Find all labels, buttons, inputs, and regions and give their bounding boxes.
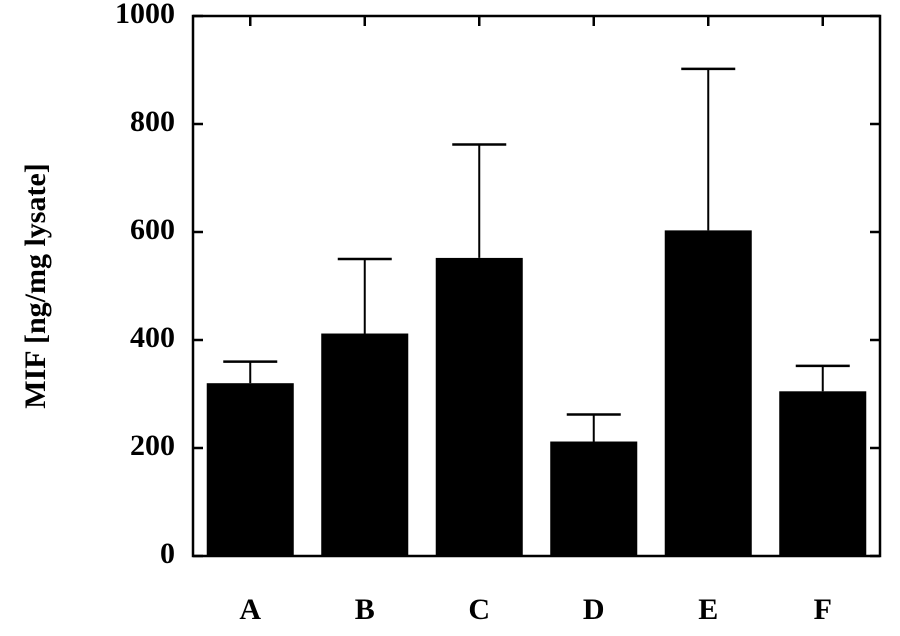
y-tick-label: 1000 <box>115 0 175 30</box>
bar <box>206 383 294 556</box>
x-tick-label: F <box>814 593 832 626</box>
y-axis-title: MIF [ng/mg lysate] <box>19 163 52 409</box>
bars <box>206 230 867 556</box>
x-tick-label: A <box>239 593 261 626</box>
y-tick-label: 400 <box>130 321 175 354</box>
bar <box>435 257 523 556</box>
y-axis: 0 200 400 600 800 1000 <box>115 0 880 570</box>
bar <box>779 391 867 556</box>
y-tick-label: 800 <box>130 105 175 138</box>
plot-frame <box>191 14 882 558</box>
y-tick-label: 200 <box>130 429 175 462</box>
y-tick-label: 600 <box>130 213 175 246</box>
bar <box>664 230 752 556</box>
x-tick-label: C <box>468 593 490 626</box>
bar <box>321 333 409 556</box>
x-tick-label: B <box>355 593 375 626</box>
x-tick-label: D <box>583 593 605 626</box>
x-tick-label: E <box>698 593 718 626</box>
bar <box>550 441 638 556</box>
y-tick-label: 0 <box>160 537 175 570</box>
x-axis: A B C D E F <box>239 16 832 626</box>
error-bars <box>223 67 850 442</box>
